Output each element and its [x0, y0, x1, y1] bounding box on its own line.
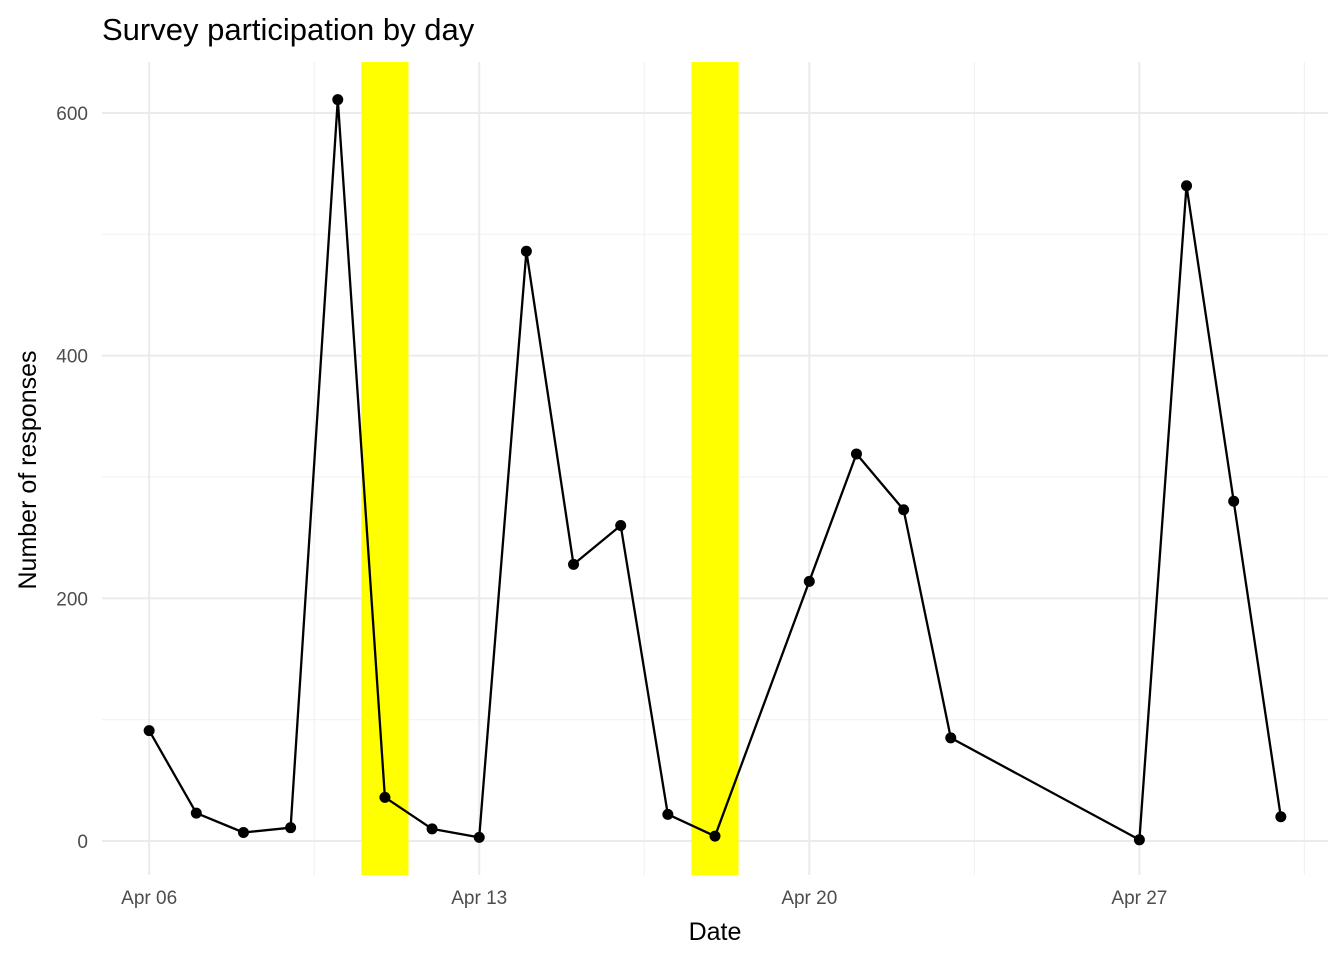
data-point [709, 830, 721, 842]
data-point [615, 520, 627, 532]
highlight-band [361, 62, 409, 875]
y-axis-label: Number of responses [14, 350, 42, 589]
data-point [237, 827, 249, 839]
y-axis-ticks: 0 200 400 600 [56, 104, 88, 853]
data-point [1228, 495, 1240, 507]
y-tick-label: 400 [56, 347, 88, 368]
data-point [803, 575, 815, 587]
highlight-band [691, 62, 739, 875]
data-point [1133, 834, 1145, 846]
data-point [426, 823, 438, 835]
data-point [190, 807, 202, 819]
chart-title: Survey participation by day [102, 12, 475, 47]
x-tick-label: Apr 13 [451, 888, 507, 909]
data-point [850, 448, 862, 460]
data-point [143, 725, 155, 737]
highlight-bands [361, 62, 739, 875]
data-point [332, 94, 344, 106]
x-tick-label: Apr 20 [781, 888, 837, 909]
data-point [520, 245, 532, 257]
data-point [898, 504, 910, 516]
y-tick-label: 0 [77, 832, 88, 853]
data-point [662, 808, 674, 820]
y-tick-label: 600 [56, 104, 88, 125]
data-point [568, 558, 580, 570]
data-point [945, 732, 957, 744]
x-tick-label: Apr 06 [121, 888, 177, 909]
series-points-group [143, 94, 1287, 846]
data-point [379, 791, 391, 803]
y-tick-label: 200 [56, 589, 88, 610]
x-axis-ticks: Apr 06 Apr 13 Apr 20 Apr 27 [121, 888, 1167, 909]
data-point [1181, 180, 1193, 192]
data-point [285, 822, 297, 834]
x-tick-label: Apr 27 [1111, 888, 1167, 909]
data-point [473, 831, 485, 843]
x-axis-label: Date [689, 918, 742, 946]
data-point [1275, 811, 1287, 823]
